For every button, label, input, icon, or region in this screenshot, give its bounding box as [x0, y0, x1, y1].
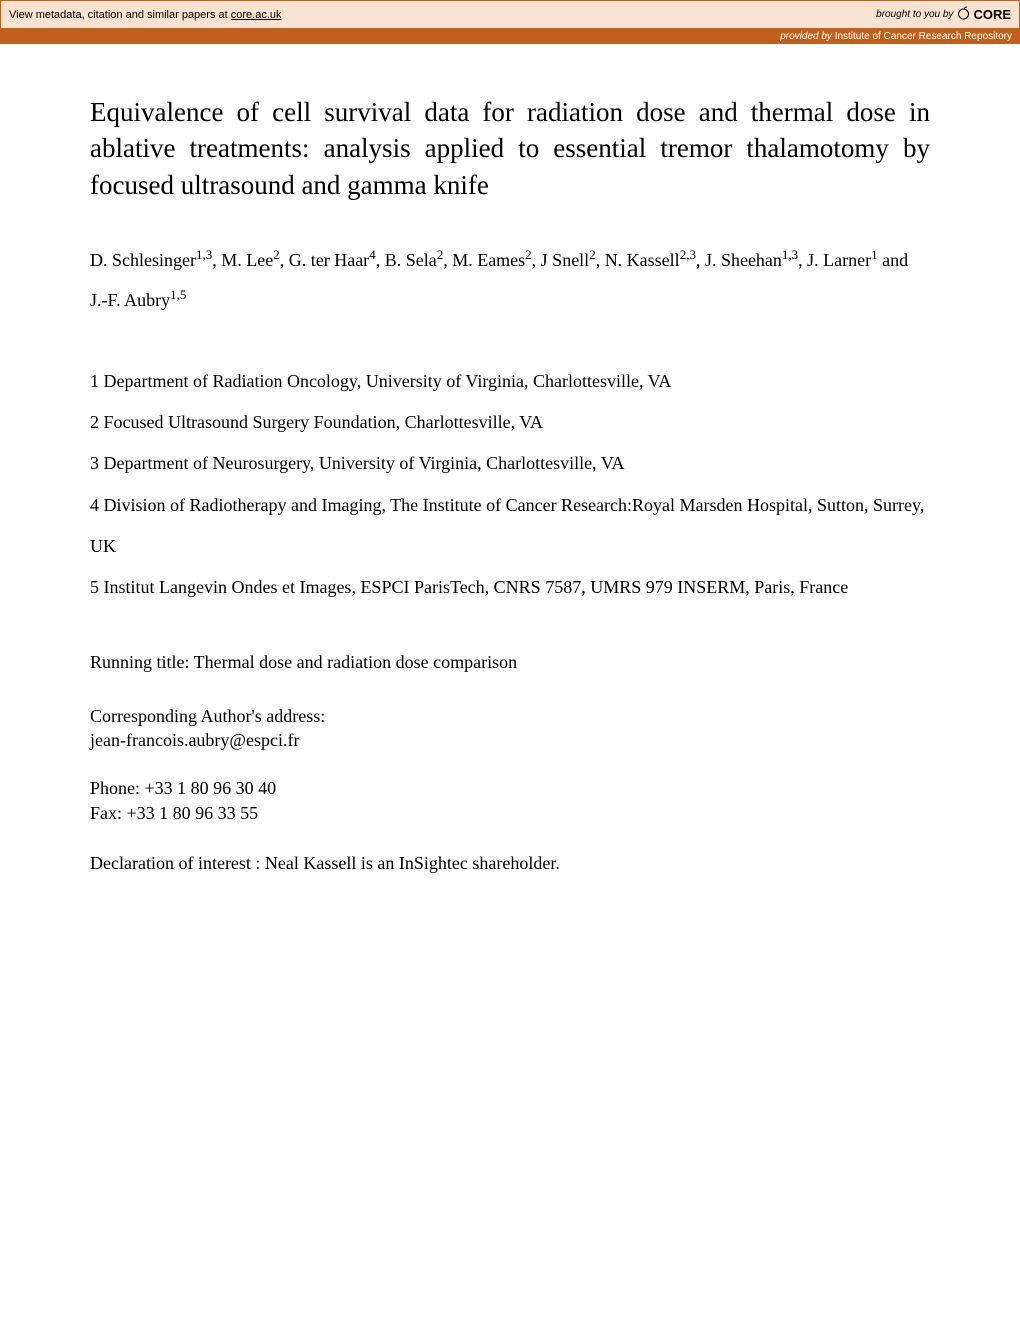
corresponding-author-block: Corresponding Author's address: jean-fra… — [90, 704, 930, 753]
author-name: D. Schlesinger — [90, 250, 196, 270]
author-name: , N. Kassell — [596, 250, 680, 270]
brought-by-block: brought to you by CORE — [876, 5, 1011, 24]
provided-by-label: provided by — [780, 31, 834, 42]
author-name: , J. Sheehan — [696, 250, 782, 270]
author-affil-sup: 1,5 — [170, 287, 186, 302]
brought-by-label: brought to you by — [876, 9, 953, 20]
fax-text: Fax: +33 1 80 96 33 55 — [90, 801, 930, 825]
phone-text: Phone: +33 1 80 96 30 40 — [90, 776, 930, 800]
affiliation-item: 4 Division of Radiotherapy and Imaging, … — [90, 485, 930, 568]
core-logo[interactable]: CORE — [957, 5, 1011, 24]
author-affil-sup: 1,3 — [782, 247, 798, 262]
provided-by-bar: provided by Institute of Cancer Research… — [0, 29, 1020, 44]
paper-title: Equivalence of cell survival data for ra… — [90, 94, 930, 203]
paper-content: Equivalence of cell survival data for ra… — [0, 44, 1020, 874]
corresponding-email: jean-francois.aubry@espci.fr — [90, 728, 930, 752]
author-name: , J. Larner — [798, 250, 871, 270]
repository-name[interactable]: Institute of Cancer Research Repository — [835, 31, 1012, 42]
affiliation-item: 3 Department of Neurosurgery, University… — [90, 443, 930, 484]
running-title: Running title: Thermal dose and radiatio… — [90, 649, 930, 676]
author-name: , J Snell — [532, 250, 590, 270]
author-affil-sup: 2,3 — [680, 247, 696, 262]
author-name: , B. Sela — [376, 250, 437, 270]
affiliations-block: 1 Department of Radiation Oncology, Univ… — [90, 361, 930, 609]
declaration-of-interest: Declaration of interest : Neal Kassell i… — [90, 853, 930, 874]
phone-fax-block: Phone: +33 1 80 96 30 40 Fax: +33 1 80 9… — [90, 776, 930, 825]
corresponding-label: Corresponding Author's address: — [90, 704, 930, 728]
author-name: , M. Eames — [443, 250, 525, 270]
author-affil-sup: 1,3 — [196, 247, 212, 262]
affiliation-item: 1 Department of Radiation Oncology, Univ… — [90, 361, 930, 402]
affiliation-item: 5 Institut Langevin Ondes et Images, ESP… — [90, 567, 930, 608]
core-apple-icon — [957, 5, 971, 24]
author-list: D. Schlesinger1,3, M. Lee2, G. ter Haar4… — [90, 241, 930, 320]
author-name: , M. Lee — [212, 250, 273, 270]
core-header-bar: View metadata, citation and similar pape… — [0, 0, 1020, 29]
core-link[interactable]: core.ac.uk — [231, 9, 282, 21]
metadata-link-text: View metadata, citation and similar pape… — [9, 9, 282, 21]
affiliation-item: 2 Focused Ultrasound Surgery Foundation,… — [90, 402, 930, 443]
metadata-prefix: View metadata, citation and similar pape… — [9, 9, 231, 21]
author-name: , G. ter Haar — [280, 250, 369, 270]
core-brand-text: CORE — [973, 7, 1011, 22]
